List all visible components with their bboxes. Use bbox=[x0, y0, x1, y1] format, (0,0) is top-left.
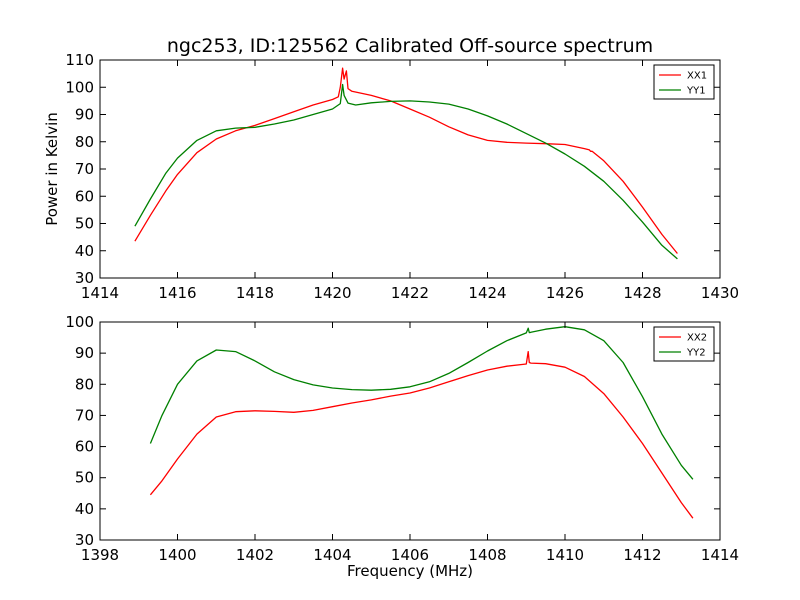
x-tick-label: 1426 bbox=[546, 284, 584, 302]
y-tick-label: 50 bbox=[75, 469, 94, 487]
y-tick-label: 50 bbox=[75, 215, 94, 233]
top-spectrum-panel: 1414 1416 1418 1420 1422 1424 1426 1428 1430 30 40… bbox=[65, 51, 739, 302]
x-tick-label: 1404 bbox=[313, 546, 351, 564]
y-tick-label: 70 bbox=[75, 406, 94, 424]
y-tick-label: 100 bbox=[65, 313, 94, 331]
legend-box bbox=[653, 64, 715, 100]
y-tick-label: 110 bbox=[65, 51, 94, 69]
series-line-yy1 bbox=[134, 83, 678, 260]
x-tick-label: 1416 bbox=[158, 284, 196, 302]
x-tick-label: 1414 bbox=[701, 546, 739, 564]
y-tick-label: 60 bbox=[75, 438, 94, 456]
y-tick-label: 80 bbox=[75, 375, 94, 393]
bottom-spectrum-panel: 1398 1400 1402 1404 1406 1408 1410 1412 1414 30 40… bbox=[65, 313, 739, 564]
y-tick-label: 30 bbox=[75, 269, 94, 287]
x-tick-label: 1414 bbox=[81, 284, 119, 302]
y-tick-label: 70 bbox=[75, 160, 94, 178]
y-tick-label: 80 bbox=[75, 133, 94, 151]
y-tick-label: 60 bbox=[75, 187, 94, 205]
x-tick-label: 1428 bbox=[623, 284, 661, 302]
figure-title: ngc253, ID:125562 Calibrated Off-source … bbox=[167, 35, 653, 57]
legend-box bbox=[653, 326, 715, 362]
x-tick-label: 1412 bbox=[623, 546, 661, 564]
x-tick-label: 1422 bbox=[391, 284, 429, 302]
y-tick-label: 90 bbox=[75, 106, 94, 124]
x-tick-label: 1424 bbox=[468, 284, 506, 302]
y-tick-label: 30 bbox=[75, 531, 94, 549]
y-tick-label: 40 bbox=[75, 242, 94, 260]
y-tick-label: 100 bbox=[65, 78, 94, 96]
series-line-xx1 bbox=[134, 67, 678, 254]
legend-label-xx1: XX1 bbox=[687, 71, 707, 82]
x-tick-label: 1400 bbox=[158, 546, 196, 564]
x-tick-label: 1420 bbox=[313, 284, 351, 302]
legend-label-yy1: YY1 bbox=[686, 86, 706, 97]
series-line-yy2 bbox=[149, 326, 694, 480]
x-axis-label: Frequency (MHz) bbox=[347, 562, 473, 580]
x-tick-label: 1430 bbox=[701, 284, 739, 302]
x-tick-label: 1418 bbox=[236, 284, 274, 302]
legend-label-yy2: YY2 bbox=[686, 348, 706, 359]
legend-label-xx2: XX2 bbox=[687, 333, 707, 344]
x-tick-label: 1402 bbox=[236, 546, 274, 564]
x-tick-label: 1398 bbox=[81, 546, 119, 564]
plot-frame bbox=[99, 59, 721, 279]
plot-frame bbox=[99, 321, 721, 541]
x-tick-label: 1410 bbox=[546, 546, 584, 564]
x-tick-label: 1408 bbox=[468, 546, 506, 564]
series-line-xx2 bbox=[149, 350, 694, 519]
y-axis-label: Power in Kelvin bbox=[43, 112, 61, 226]
y-tick-label: 90 bbox=[75, 344, 94, 362]
y-tick-label: 40 bbox=[75, 500, 94, 518]
x-tick-label: 1406 bbox=[391, 546, 429, 564]
